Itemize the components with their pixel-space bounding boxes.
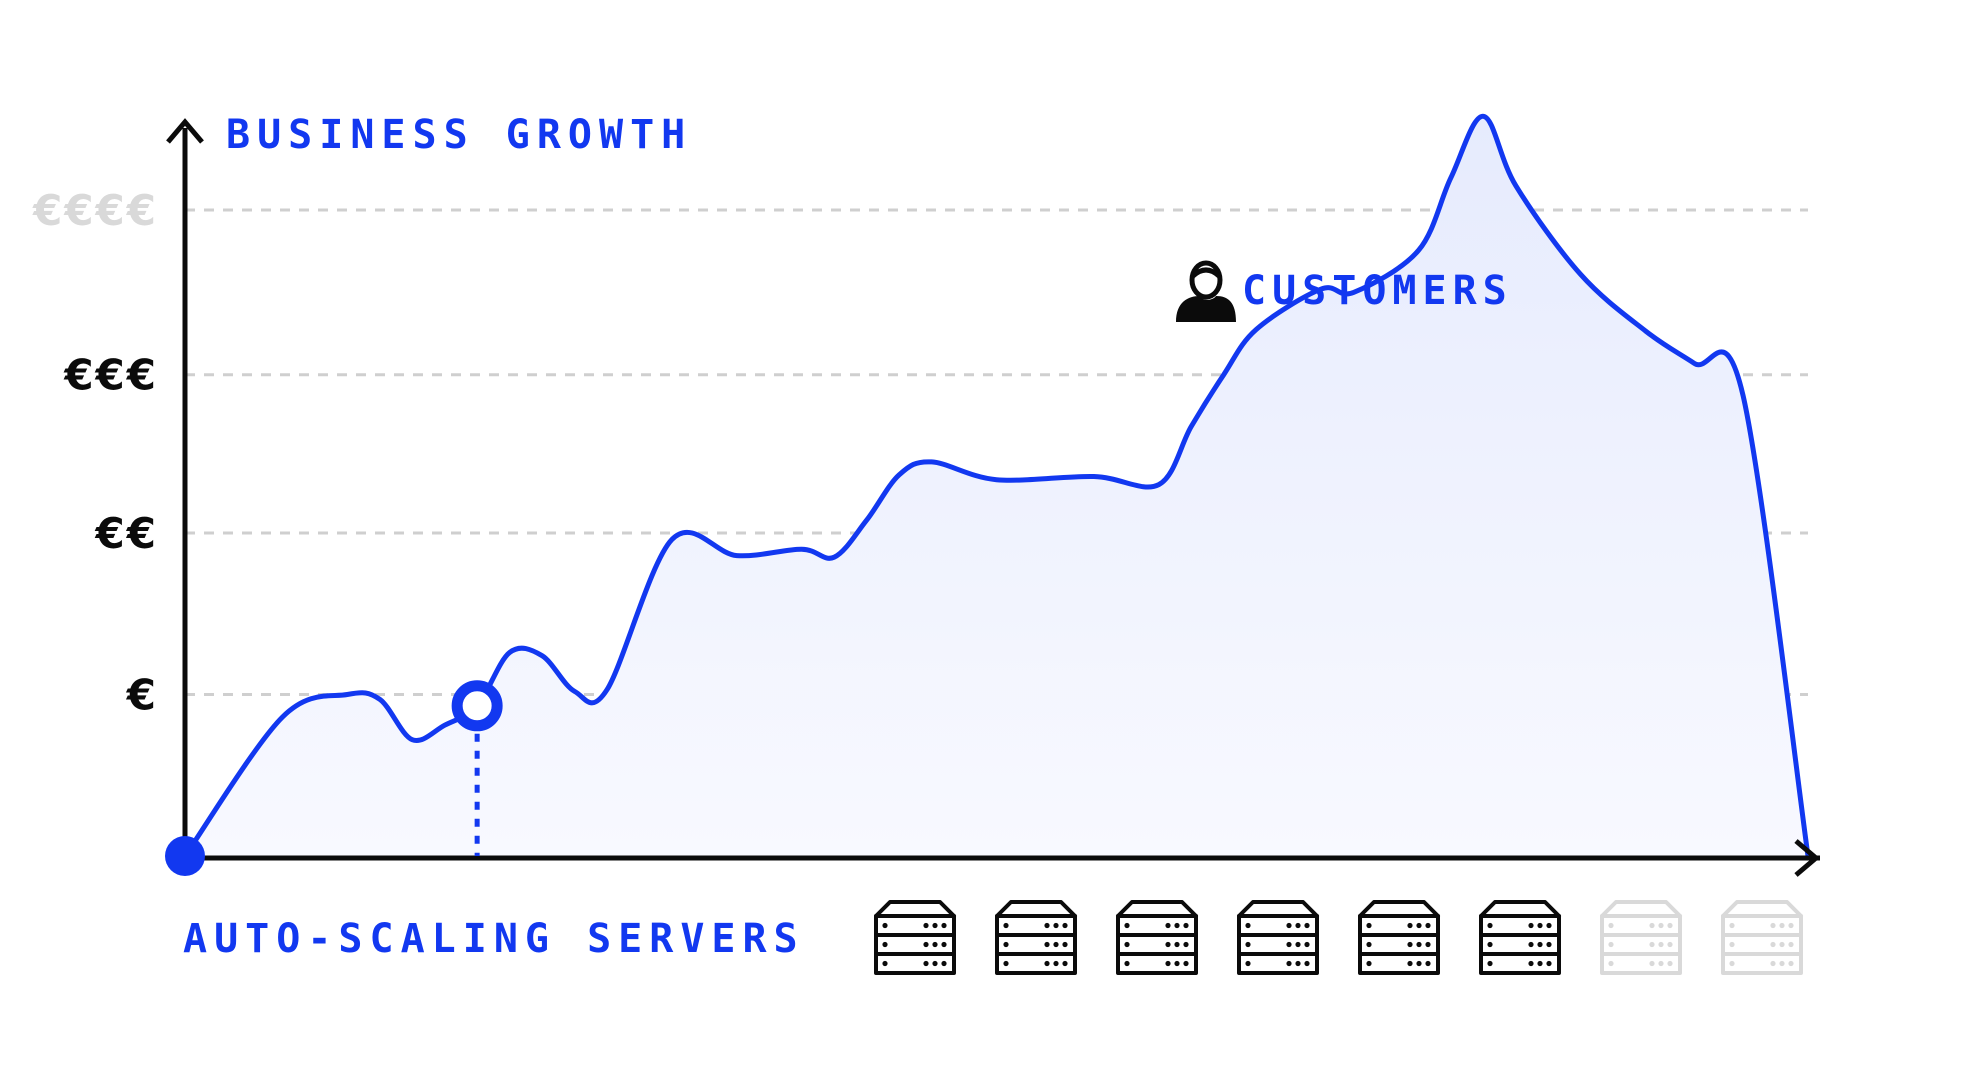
server-icon	[1237, 900, 1319, 975]
server-icon-inactive	[1600, 900, 1682, 975]
customers-legend-label: CUSTOMERS	[1242, 268, 1513, 314]
x-axis-arrow-icon	[1794, 839, 1820, 877]
server-icon	[1116, 900, 1198, 975]
y-axis	[166, 118, 204, 860]
customers-legend: CUSTOMERS	[1176, 260, 1513, 322]
server-icon	[1358, 900, 1440, 975]
origin-point	[165, 836, 205, 876]
y-axis-arrow-icon	[166, 118, 204, 144]
y-tick-label: €€	[95, 509, 158, 558]
server-icon	[874, 900, 956, 975]
server-icon-inactive	[1721, 900, 1803, 975]
customers-area	[185, 116, 1808, 856]
y-tick-labels: €€€€€€€€€€	[32, 186, 158, 720]
server-icon	[1479, 900, 1561, 975]
server-icons	[874, 900, 1803, 975]
x-axis	[185, 839, 1820, 877]
customer-icon	[1176, 260, 1236, 322]
y-tick-label: €	[126, 671, 158, 720]
y-tick-label: €€€€	[32, 186, 158, 235]
y-tick-label: €€€	[63, 351, 158, 400]
y-axis-title: BUSINESS GROWTH	[226, 112, 692, 158]
x-axis-title: AUTO-SCALING SERVERS	[183, 916, 805, 962]
highlight-marker	[451, 680, 503, 732]
server-icon	[995, 900, 1077, 975]
